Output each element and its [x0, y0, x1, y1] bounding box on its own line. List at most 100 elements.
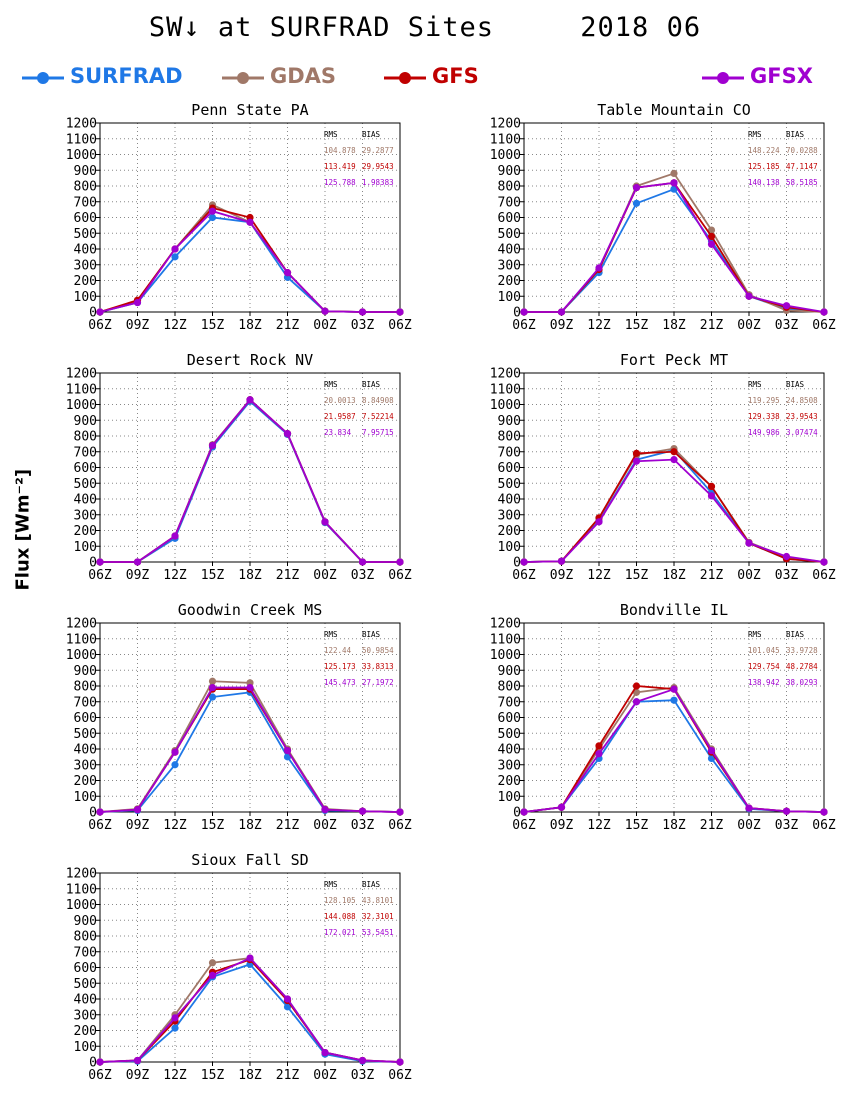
data-point-gfsx: [557, 557, 566, 565]
data-point-gfsx: [670, 685, 678, 693]
series-line-gfsx: [99, 210, 400, 313]
stats-rms-gdas: 128.105: [324, 896, 356, 905]
x-tick-label: 21Z: [276, 568, 300, 583]
data-point-gfs: [707, 232, 716, 240]
y-tick-label: 100: [498, 290, 521, 305]
stats-rms-gfs: 113.419: [324, 162, 356, 171]
panel-bondville-il: Bondville IL 0100200300400500600700800900…: [490, 601, 836, 833]
data-point-gfsx: [595, 518, 603, 526]
data-point-surfrad: [208, 213, 217, 222]
y-tick-label: 100: [498, 790, 521, 805]
y-tick-label: 500: [74, 227, 97, 242]
y-tick-label: 1200: [66, 867, 97, 882]
data-point-gfsx: [820, 808, 828, 816]
legend-label-gfs: GFS: [432, 64, 479, 88]
x-tick-label: 09Z: [126, 568, 150, 583]
x-tick-label: 21Z: [276, 818, 300, 833]
y-tick-label: 400: [498, 243, 521, 258]
y-tick-label: 500: [74, 977, 97, 992]
stats-rms-gdas: 122.44: [324, 646, 352, 655]
y-tick-label: 100: [74, 1040, 97, 1055]
stats-rms-gfsx: 172.021: [324, 928, 356, 937]
data-point-gfsx: [171, 748, 179, 756]
stats-bias-gfsx: 27.1972: [362, 678, 394, 687]
stats-header-bias: BIAS: [362, 630, 381, 639]
x-tick-label: 06Z: [812, 318, 836, 333]
series-gfsx: [96, 954, 404, 1066]
y-tick-label: 400: [74, 493, 97, 508]
y-tick-label: 500: [74, 477, 97, 492]
data-point-gfs: [670, 448, 678, 456]
data-point-gfsx: [745, 804, 753, 812]
y-tick-label: 500: [498, 227, 521, 242]
data-point-gfsx: [208, 971, 217, 979]
stats-header-rms: RMS: [324, 880, 338, 889]
x-tick-label: 15Z: [201, 318, 225, 333]
y-tick-label: 900: [498, 664, 521, 679]
x-tick-label: 06Z: [388, 318, 412, 333]
stats-header-bias: BIAS: [362, 380, 381, 389]
stats-rms-gfs: 125.173: [324, 662, 356, 671]
panel-title: Table Mountain CO: [597, 101, 751, 119]
stats-header-rms: RMS: [748, 380, 762, 389]
stats-bias-gdas: 24.8508: [786, 396, 818, 405]
data-point-gfsx: [246, 954, 254, 962]
stats-rms-gdas: 101.045: [748, 646, 780, 655]
panel-goodwin-creek-ms: Goodwin Creek MS 010020030040050060070080…: [66, 601, 412, 833]
data-point-gfsx: [782, 552, 791, 561]
stats-rms-gfsx: 140.138: [748, 178, 780, 187]
stats-rms-gfs: 129.338: [748, 412, 780, 421]
x-tick-label: 03Z: [775, 318, 799, 333]
x-tick-label: 00Z: [737, 318, 761, 333]
stats-bias-gfs: 48.2784: [786, 662, 818, 671]
stats-header-bias: BIAS: [786, 380, 805, 389]
panel-title: Fort Peck MT: [620, 351, 728, 369]
series-gfsx: [520, 685, 828, 816]
data-point-gfsx: [133, 1056, 142, 1065]
data-point-gfsx: [782, 302, 791, 310]
y-tick-label: 100: [74, 540, 97, 555]
stats-bias-gfsx: 58.5185: [786, 178, 818, 187]
x-tick-label: 12Z: [587, 568, 611, 583]
y-tick-label: 900: [74, 664, 97, 679]
data-point-gfsx: [133, 298, 142, 307]
y-tick-label: 400: [498, 743, 521, 758]
data-point-surfrad: [171, 1024, 179, 1032]
data-point-gfsx: [208, 207, 217, 215]
data-point-gfsx: [595, 750, 603, 758]
legend-swatch-gfsx: [702, 72, 744, 84]
stats-rms-gfs: 21.9587: [324, 412, 356, 421]
data-point-gfsx: [358, 1056, 367, 1065]
data-point-gfsx: [171, 245, 179, 253]
y-tick-label: 300: [74, 508, 97, 523]
x-tick-label: 06Z: [88, 318, 112, 333]
data-point-gfsx: [670, 179, 678, 187]
stats-bias-gfs: 32.3101: [362, 912, 394, 921]
data-point-surfrad: [632, 199, 641, 207]
x-tick-label: 12Z: [163, 818, 187, 833]
data-point-gfsx: [283, 430, 292, 438]
legend-swatch-gfs: [384, 72, 426, 84]
y-tick-label: 900: [498, 164, 521, 179]
data-point-gfsx: [358, 308, 367, 316]
data-point-gdas: [208, 959, 217, 967]
y-tick-label: 200: [74, 274, 97, 289]
stats-rms-gfs: 125.185: [748, 162, 780, 171]
data-point-gfsx: [632, 183, 641, 192]
x-tick-label: 06Z: [512, 318, 536, 333]
data-point-gfsx: [520, 308, 528, 316]
x-tick-label: 12Z: [163, 1068, 187, 1083]
y-tick-label: 1100: [66, 632, 97, 647]
stats-rms-gfsx: 145.473: [324, 678, 356, 687]
stats-rms-gfsx: 138.942: [748, 678, 780, 687]
stats-bias-gfs: 33.8313: [362, 662, 394, 671]
y-tick-label: 400: [74, 243, 97, 258]
data-point-gfsx: [246, 683, 254, 692]
y-tick-label: 700: [498, 445, 521, 460]
x-tick-label: 18Z: [662, 818, 686, 833]
data-point-gdas: [670, 169, 678, 177]
y-tick-label: 1000: [490, 398, 521, 413]
data-point-surfrad: [283, 1003, 292, 1011]
stats-header-bias: BIAS: [362, 130, 381, 139]
data-point-gfsx: [171, 1014, 179, 1022]
